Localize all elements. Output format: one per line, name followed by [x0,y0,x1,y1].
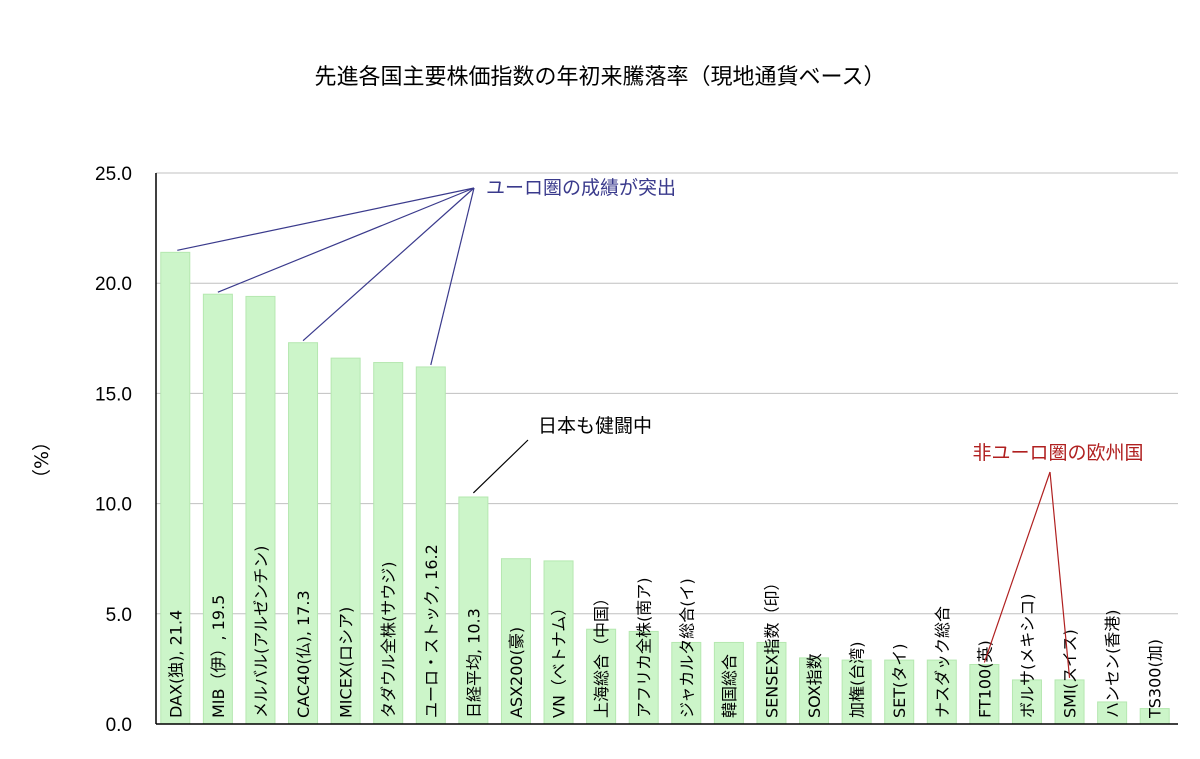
bar-label: 韓国総合 [720,654,739,718]
bar [1054,679,1085,725]
y-tick-label: 15.0 [95,384,132,405]
bar-label: MIB（伊）, 19.5 [209,595,228,718]
bar-label: TS300(加) [1146,639,1165,719]
y-tick-label: 10.0 [95,495,132,516]
bar-label: 加権(台湾) [848,642,867,719]
bar [713,641,744,725]
bar-label: アフリカ全株(南ア) [635,578,654,719]
chart-title: 先進各国主要株価指数の年初来騰落率（現地通貨ベース） [315,65,886,90]
y-axis-ticks: 0.0 5.0 10.0 15.0 20.0 25.0 [95,164,132,736]
y-tick-label: 20.0 [95,274,132,295]
bar-labels: DAX(独), 21.4 MIB（伊）, 19.5 メルバル(アルゼンチン) CAC4… [166,544,1164,719]
bar-label: ユーロ・ストック, 16.2 [422,544,441,718]
bar [756,641,787,725]
bar-label: DAX(独), 21.4 [166,610,185,718]
bar-label: 上海総合（中国） [592,590,611,718]
bar-label: タダウル全株(サウジ) [379,562,398,719]
annotation-leader-line [217,187,475,293]
bar-label: 日経平均, 10.3 [464,608,483,718]
y-tick-label: 5.0 [106,605,132,626]
annotation-text: ユーロ圏の成績が突出 [486,177,676,199]
bar [160,251,191,725]
bar [458,496,489,725]
bar [500,558,531,725]
bar [1011,679,1042,725]
annotation-leader-line [983,471,1051,663]
y-tick-label: 0.0 [106,715,132,736]
y-tick-label: 25.0 [95,164,132,185]
bar-label: ASX200(豪) [507,627,526,718]
bar-label: CAC40(仏), 17.3 [294,590,313,718]
bar [671,641,702,725]
bar [543,560,574,725]
y-axis-label: （%） [31,432,53,488]
bar-label: FT100(英) [975,640,994,718]
annotation-leader-line [1049,471,1071,678]
bar-label: VN（ベトナム） [550,600,569,718]
bar [841,659,872,725]
bar-label: SOX指数 [805,653,824,718]
bar-label: SENSEX指数（印） [762,575,781,718]
bar [415,366,446,725]
bar [373,362,404,725]
bar-label: SET(タイ) [890,643,909,718]
annotation-leader-line [177,187,475,251]
bar-label: ジャカルタ総合(イ) [677,578,696,718]
bar [884,659,915,725]
bars [160,251,1170,725]
bar [288,342,319,725]
annotation-text: 非ユーロ圏の欧州国 [972,442,1143,464]
gridlines [156,172,1178,615]
bar-label: MICEX(ロシア) [337,607,356,718]
bar [245,295,276,725]
bar [926,659,957,725]
bar-label: ボルサ(メキシコ) [1018,594,1037,719]
annotation-text: 日本も健闘中 [538,415,652,437]
bar [969,663,1000,725]
bar [330,357,361,725]
bar-label: メルバル(アルゼンチン) [251,546,270,718]
annotation-leader-line [302,187,475,342]
bar-label: ハンセン(香港) [1103,610,1122,719]
bar [628,630,659,725]
bar [799,657,830,725]
bar-label: ナスダック総合 [933,606,952,718]
bar [586,628,617,725]
annotation-leader-line [430,187,475,366]
bar-label: SMI(スイス) [1061,629,1080,718]
annotation-leader-line [472,439,529,494]
